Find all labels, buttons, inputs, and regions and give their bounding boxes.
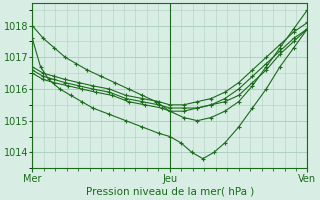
X-axis label: Pression niveau de la mer( hPa ): Pression niveau de la mer( hPa ) bbox=[86, 187, 254, 197]
